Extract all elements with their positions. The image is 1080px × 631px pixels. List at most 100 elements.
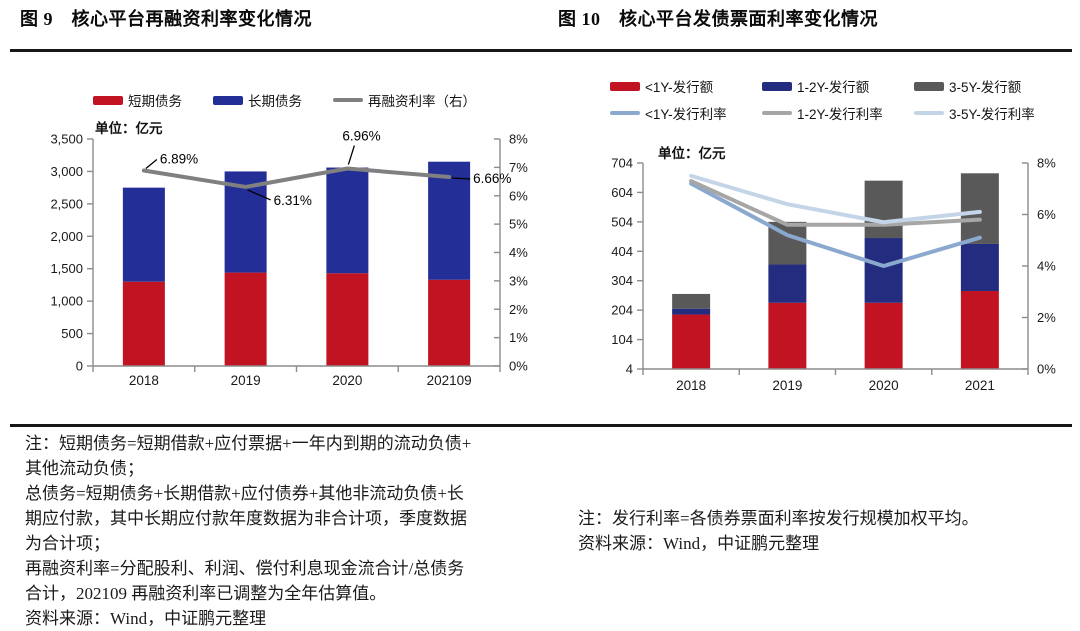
category-label: 2019	[772, 378, 802, 393]
legend-row: <1Y-发行额 1-2Y-发行额 3-5Y-发行额	[610, 76, 1066, 96]
rate-line	[689, 173, 982, 225]
figure9-title: 图 9 核心平台再融资利率变化情况	[20, 9, 312, 29]
left-axis-tick-label: 2,500	[50, 196, 83, 211]
right-axis-tick-label: 5%	[509, 217, 528, 232]
category-label: 2020	[332, 373, 362, 388]
legend-row: <1Y-发行利率 1-2Y-发行利率 3-5Y-发行利率	[610, 103, 1066, 123]
figure10-title: 图 10 核心平台发债票面利率变化情况	[558, 9, 878, 29]
bar-segment	[960, 291, 999, 369]
callout-leader	[145, 158, 158, 169]
category-label: 2020	[869, 378, 899, 393]
legend-swatch	[914, 110, 944, 116]
note-line: 其他流动负债；	[25, 459, 144, 478]
bar-segment	[864, 180, 903, 239]
left-axis-tick-label: 504	[611, 214, 633, 229]
legend-item: <1Y-发行利率	[610, 103, 762, 123]
left-axis-tick-label: 1,500	[50, 261, 83, 276]
note-line: 期应付款，其中长期应付款年度数据为非合计项，季度数据	[25, 509, 467, 528]
right-axis-tick-label: 2%	[509, 302, 528, 317]
right-axis-tick-label: 4%	[1037, 259, 1056, 274]
callout-leader	[247, 189, 271, 201]
legend-swatch	[762, 110, 792, 116]
left-axis-tick-label: 404	[611, 244, 633, 259]
figure10-unit-label: 单位：亿元	[658, 146, 726, 161]
note-line: 再融资利率=分配股利、利润、偿付利息现金流合计/总债务	[25, 559, 465, 578]
point-labels: 6.89% 6.31% 6.96% 6.66%	[145, 129, 511, 208]
left-axis-tick-label: 104	[611, 332, 633, 347]
right-axis-tick-label: 2%	[1037, 310, 1056, 325]
legend-item: 1-2Y-发行额	[762, 76, 914, 96]
note-line: 总债务=短期债务+长期借款+应付债券+其他非流动负债+长	[25, 484, 464, 503]
legend-swatch	[333, 97, 363, 103]
legend-label: 3-5Y-发行利率	[949, 107, 1035, 122]
right-axis-tick-label: 8%	[1037, 156, 1056, 171]
bar-segment	[428, 161, 471, 280]
right-axis-tick-label: 6%	[509, 188, 528, 203]
bar-segment	[864, 238, 903, 303]
note-line: 资料来源：Wind，中证鹏元整理	[578, 534, 820, 553]
left-axis-tick-label: 604	[611, 185, 633, 200]
right-axis-tick-label: 7%	[509, 160, 528, 175]
axis-labels: 704 604 504 404 304 204 104 4 8% 6% 4% 2% 0% 2018 2019…	[611, 156, 1056, 394]
note-line: 为合计项；	[25, 534, 110, 553]
legend-label: 3-5Y-发行额	[949, 80, 1022, 95]
category-label: 2018	[129, 373, 159, 388]
left-axis-tick-label: 1,000	[50, 294, 83, 309]
right-axis-tick-label: 3%	[509, 273, 528, 288]
figure9-chart: 短期债务 长期债务 再融资利率（右） 单位：亿元 3,500 3,000 2,500 2,…	[8, 60, 548, 412]
note-line: 合计，202109 再融资利率已调整为全年估算值。	[25, 584, 387, 603]
bar-segment	[122, 187, 165, 282]
left-axis-tick-label: 2,000	[50, 229, 83, 244]
left-axis-tick-label: 500	[61, 326, 83, 341]
right-axis-tick-label: 4%	[509, 245, 528, 260]
legend-label: 再融资利率（右）	[368, 94, 476, 109]
rate-callout-label: 6.66%	[473, 171, 511, 186]
rate-lines	[141, 166, 452, 189]
bar-segment	[224, 272, 267, 366]
category-label: 2019	[231, 373, 261, 388]
legend-label: 1-2Y-发行利率	[797, 107, 883, 122]
left-axis-tick-label: 704	[611, 156, 633, 171]
callout-leader	[452, 177, 471, 180]
note-line: 资料来源：Wind，中证鹏元整理	[25, 609, 267, 628]
bar-segment	[672, 314, 711, 369]
figure10-chart: <1Y-发行额 1-2Y-发行额 3-5Y-发行额 <1Y-发行利率 1-2Y-发行利率…	[555, 60, 1080, 422]
rate-callout-label: 6.31%	[274, 193, 312, 208]
left-axis-tick-label: 4	[626, 362, 633, 377]
legend-item: 短期债务	[93, 90, 213, 110]
rate-lines	[689, 173, 982, 268]
legend-swatch	[610, 81, 640, 91]
legend-item: 再融资利率（右）	[333, 90, 476, 110]
left-axis-tick-label: 3,000	[50, 164, 83, 179]
figure9-legend: 短期债务 长期债务 再融资利率（右）	[93, 90, 476, 117]
bar-segment	[326, 167, 369, 274]
rate-line	[689, 179, 982, 227]
right-axis-tick-label: 0%	[1037, 362, 1056, 377]
figure9-notes: 注：短期债务=短期借款+应付票据+一年内到期的流动负债+ 其他流动负债； 总债务=短…	[25, 431, 530, 631]
legend-label: <1Y-发行额	[645, 80, 714, 95]
rate-line	[689, 181, 982, 268]
right-axis-tick-label: 8%	[509, 132, 528, 147]
bar-segment	[864, 302, 903, 369]
left-axis-tick-label: 3,500	[50, 132, 83, 147]
legend-label: 短期债务	[128, 94, 182, 109]
bar-segment	[672, 308, 711, 315]
bars	[672, 173, 999, 369]
axes	[637, 162, 1029, 375]
legend-swatch	[762, 81, 792, 91]
callout-leader	[347, 145, 355, 165]
figure10-notes: 注：发行利率=各债券票面利率按发行规模加权平均。 资料来源：Wind，中证鹏元整理	[578, 506, 1068, 556]
legend-label: 长期债务	[248, 94, 302, 109]
legend-swatch	[213, 95, 243, 105]
right-axis-tick-label: 1%	[509, 330, 528, 345]
legend-item: 3-5Y-发行额	[914, 76, 1066, 96]
legend-item: 长期债务	[213, 90, 333, 110]
bar-segment	[960, 243, 999, 292]
bar-segment	[768, 264, 807, 303]
right-axis-tick-label: 6%	[1037, 207, 1056, 222]
legend-row: 短期债务 长期债务 再融资利率（右）	[93, 90, 476, 110]
axes	[87, 138, 501, 372]
legend-label: 1-2Y-发行额	[797, 80, 870, 95]
right-axis-tick-label: 0%	[509, 359, 528, 374]
